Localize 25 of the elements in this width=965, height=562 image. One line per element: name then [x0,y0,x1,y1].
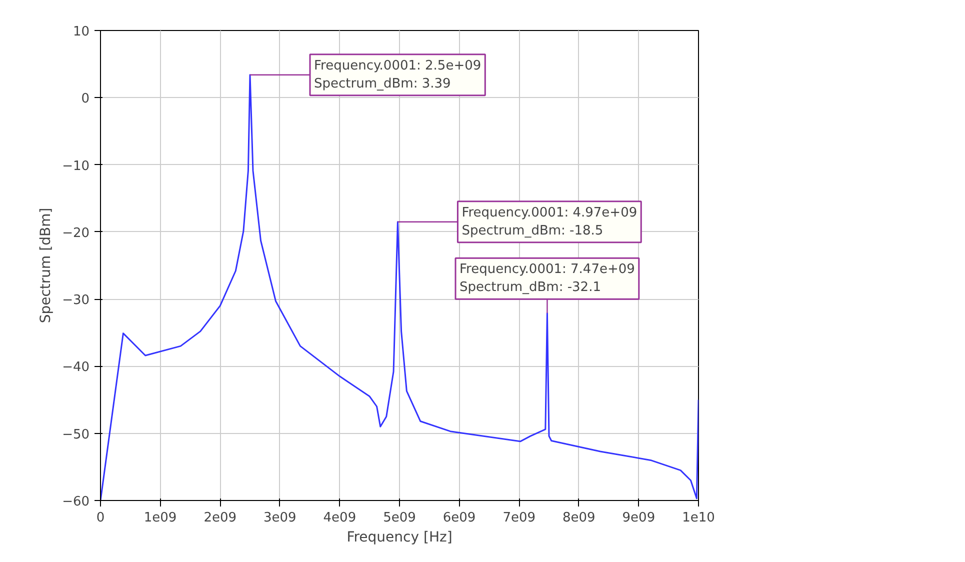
x-tick-label: 1e10 [682,510,715,526]
x-tick-label: 9e09 [622,510,656,526]
x-tick-label: 4e09 [323,510,356,526]
y-tick-label: 0 [81,92,90,107]
y-axis-title: Spectrum [dBm] [38,208,54,324]
x-tick-label: 1e09 [144,510,177,526]
x-tick-label: 5e09 [383,510,416,526]
x-tick-label: 7e09 [502,510,536,526]
x-tick-label: 3e09 [263,510,296,526]
y-tick-label: −40 [62,360,90,376]
line-series [100,74,698,500]
y-tick-label: −20 [62,226,90,241]
y-tick-label: −30 [62,293,90,308]
x-tick-label: 2e09 [204,510,237,526]
annotation: Frequency.0001: 4.97e+09 Spectrum_dBm: -18.5 [462,205,638,238]
annotation: Frequency.0001: 7.47e+09 Spectrum_dBm: -32.1 [460,262,635,296]
x-tick-label: 6e09 [442,510,476,526]
y-tick-label: 10 [72,24,90,40]
annotation: Frequency.0001: 2.5e+09 Spectrum_dBm: 3.39 [314,58,482,92]
y-tick-label: −50 [62,427,90,442]
y-tick-label: −10 [62,158,90,174]
y-tick-label: −60 [62,494,90,510]
x-tick-label: 8e09 [562,510,596,526]
x-axis-title: Frequency [Hz] [346,530,452,546]
x-tick-label: 0 [96,510,105,526]
